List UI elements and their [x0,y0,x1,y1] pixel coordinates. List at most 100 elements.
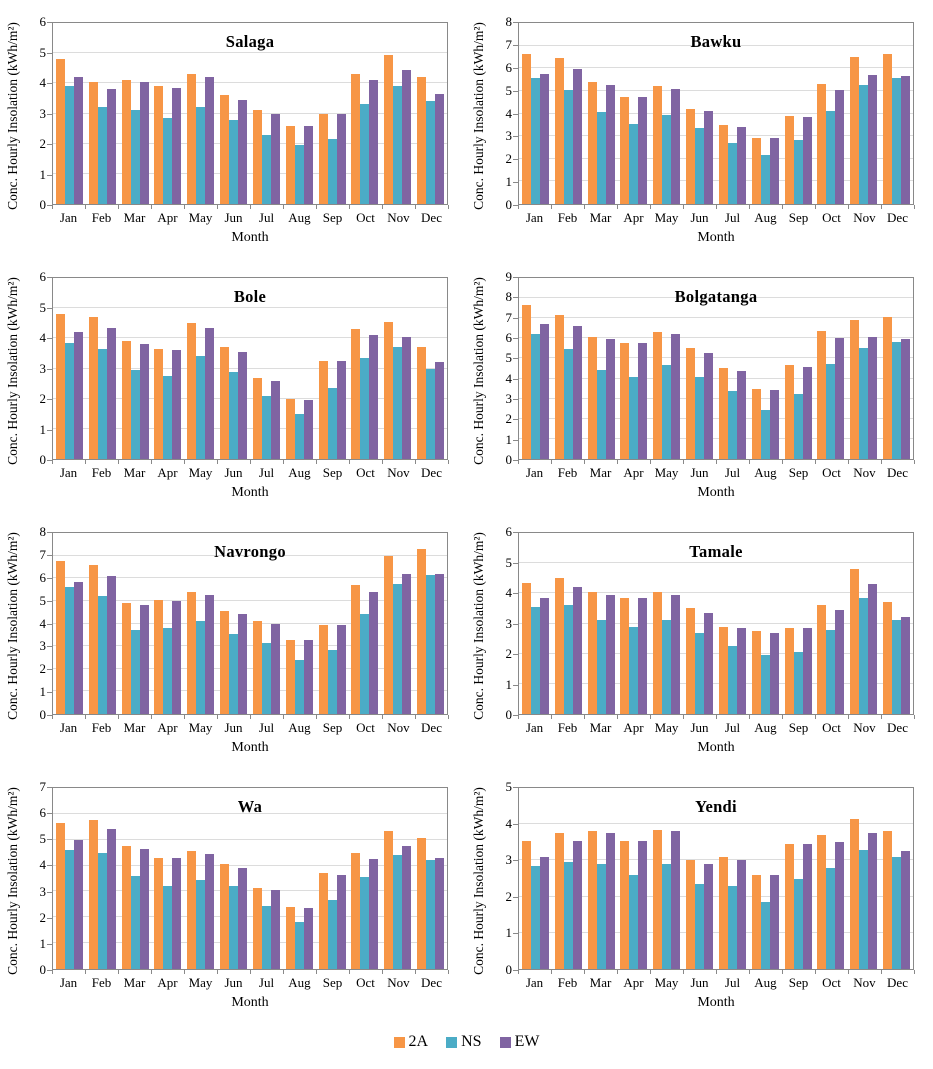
bar-ns-dec [426,101,436,204]
x-tick-label: May [654,210,679,225]
bar-ns-apr [163,886,173,969]
gridline [53,337,447,339]
bar-ew-aug [303,640,313,714]
bar-group-may [650,533,683,714]
bar-2a-nov [850,56,860,204]
legend-swatch-ns [446,1036,458,1048]
bar-ns-apr [163,628,173,714]
x-tick-label: Jun [224,465,243,480]
bar-group-jun [217,788,250,969]
y-tick-label: 5 [505,350,513,366]
bar-2a-aug [751,388,761,459]
x-tick-mark [683,205,684,209]
bar-ns-nov [859,348,869,459]
y-tick-label: 5 [39,299,47,315]
bar-group-feb [86,788,119,969]
y-tick-mark [513,860,518,862]
bar-ew-sep [336,113,346,204]
x-tick-label: May [188,720,213,735]
y-axis-title: Conc. Hourly Insolation (kWh/m²) [5,787,20,975]
chart-wa: Conc. Hourly Insolation (kWh/m²) Wa 0 1 2 3 4 5… [0,765,466,1020]
bar-group-sep [782,788,815,969]
y-tick-label: 2 [39,909,47,925]
x-tick-mark [52,460,53,464]
bar-ew-sep [336,874,346,969]
x-tick-label: Apr [157,975,178,990]
bar-group-may [650,278,683,459]
x-tick-label: Sep [788,975,809,990]
bar-group-jan [519,788,552,969]
y-tick-label: 0 [39,452,47,467]
bar-2a-jul [252,621,262,714]
bar-2a-feb [554,58,564,204]
gridline [519,317,913,319]
x-tick-mark [283,460,284,464]
x-tick-label: Jul [724,720,741,735]
y-tick-label: 4 [39,75,47,90]
bar-2a-mar [587,831,597,969]
x-tick-mark [683,970,684,974]
x-tick-label: Mar [589,210,612,225]
bar-group-oct [814,278,847,459]
bar-group-feb [552,533,585,714]
y-tick-label: 2 [39,136,47,151]
x-tick-label: Aug [754,465,777,480]
x-tick-mark [650,715,651,719]
bar-ns-feb [97,107,107,204]
x-tick-label: Aug [754,720,777,735]
bar-2a-apr [620,840,630,969]
bar-ns-jan [64,86,74,204]
x-axis-title: Month [697,740,735,755]
y-tick-mark [513,823,518,825]
bar-ns-oct [826,111,836,204]
bar-ew-may [205,77,215,204]
x-tick-mark [716,715,717,719]
bar-group-jun [217,278,250,459]
bar-ew-jul [270,380,280,459]
bar-ns-jul [261,905,271,969]
y-tick-label: 5 [505,554,513,570]
y-tick-mark [47,891,52,893]
bar-ew-feb [572,69,582,204]
bar-group-feb [552,23,585,204]
bar-group-dec [414,278,447,459]
bar-group-jan [519,533,552,714]
bar-ns-oct [360,614,370,714]
x-tick-label: Nov [387,975,410,990]
bar-2a-may [187,851,197,969]
bar-ns-feb [563,605,573,714]
bars-container [53,278,447,459]
bar-ew-aug [303,400,313,459]
y-tick-label: 1 [505,431,513,447]
bar-2a-mar [587,81,597,204]
y-tick-mark [513,277,518,278]
x-tick-label: Sep [788,210,809,225]
chart-navrongo: Conc. Hourly Insolation (kWh/m²) Navrongo… [0,510,466,765]
y-tick-label: 3 [39,883,47,899]
bar-ew-sep [802,116,812,204]
bar-ew-jun [704,353,714,459]
x-tick-mark [448,970,449,974]
legend-label-ns: NS [461,1033,482,1050]
bar-2a-nov [384,321,394,459]
bar-2a-sep [784,844,794,969]
x-tick-label: Oct [822,975,841,990]
x-tick-mark [617,715,618,719]
x-tick-mark [349,970,350,974]
gridline [519,112,913,114]
bar-2a-jul [718,124,728,204]
x-tick-mark [283,715,284,719]
x-tick-label: Sep [788,465,809,480]
y-tick-mark [513,970,518,971]
x-tick-label: Jul [724,210,741,225]
bar-ew-jul [736,127,746,204]
bar-group-aug [749,533,782,714]
gridline [519,135,913,137]
y-tick-mark [47,813,52,815]
bar-2a-dec [417,347,427,459]
bar-ew-jul [736,370,746,459]
x-tick-mark [584,970,585,974]
y-tick-mark [47,917,52,919]
x-tick-label: Mar [589,720,612,735]
